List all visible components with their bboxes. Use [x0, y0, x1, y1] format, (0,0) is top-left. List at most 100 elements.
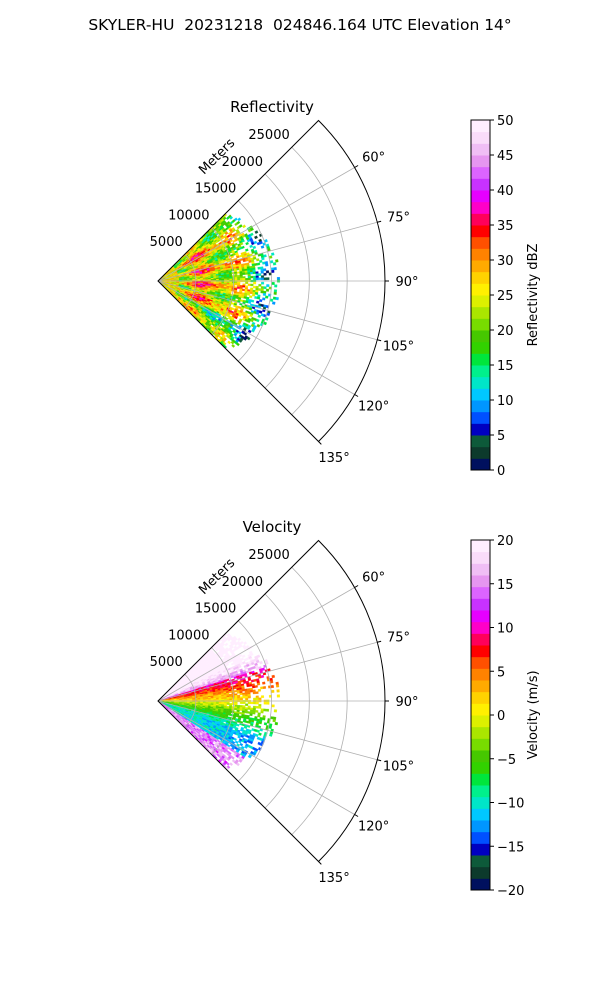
data-gate	[243, 641, 248, 645]
data-gate	[252, 705, 257, 709]
data-gate	[245, 241, 249, 246]
data-gate	[224, 278, 228, 281]
data-gate	[247, 690, 251, 693]
data-gate	[246, 319, 251, 324]
data-gate	[245, 281, 249, 284]
data-gate	[234, 701, 238, 704]
data-gate	[275, 684, 280, 688]
data-gate	[263, 277, 267, 281]
colorbar-segment	[471, 388, 490, 401]
polar-frame	[157, 119, 386, 443]
data-gate	[234, 696, 238, 699]
colorbar-segment	[471, 306, 490, 319]
data-gate	[272, 262, 277, 266]
data-gate	[205, 699, 209, 701]
data-gate	[241, 688, 245, 692]
data-gate	[255, 710, 259, 713]
data-gate	[234, 708, 238, 711]
data-gate	[229, 698, 233, 701]
data-gate	[266, 284, 270, 287]
data-gate	[260, 710, 264, 714]
data-gate	[239, 696, 243, 699]
data-gate	[226, 275, 230, 278]
colorbar-segment	[471, 283, 490, 296]
colorbar-tick-label: 0	[497, 464, 505, 479]
data-gate	[237, 278, 241, 281]
data-gate	[234, 281, 238, 284]
data-gate	[255, 695, 259, 699]
data-gate	[263, 708, 267, 712]
data-gate	[236, 691, 240, 694]
colorbar-segment	[471, 201, 490, 214]
azimuth-tick-label: 75°	[387, 211, 410, 226]
data-gate	[270, 716, 274, 720]
data-gate	[258, 288, 262, 291]
data-gate	[236, 286, 241, 289]
data-gate	[259, 259, 263, 263]
azimuth-tick	[354, 165, 359, 168]
data-gate	[213, 279, 217, 281]
data-gate	[257, 688, 261, 692]
data-gate	[247, 678, 252, 681]
data-gate	[256, 323, 261, 328]
data-gate	[242, 701, 246, 704]
data-gate	[226, 278, 230, 281]
data-gate	[228, 223, 233, 228]
range-tick-label: 15000	[195, 182, 236, 197]
data-gate	[276, 689, 280, 693]
data-gate	[233, 690, 238, 693]
data-gate	[254, 292, 259, 295]
data-gate	[247, 329, 252, 334]
colorbar-segment	[471, 411, 490, 424]
data-gate	[234, 698, 238, 701]
data-gate	[239, 708, 243, 711]
data-gate	[247, 283, 251, 287]
data-gate	[263, 701, 267, 705]
data-gate	[276, 694, 280, 698]
colorbar-segment	[471, 376, 490, 389]
data-gate	[255, 697, 259, 701]
data-gate	[242, 276, 246, 279]
data-gate	[241, 245, 245, 249]
colorbar-tick-label: 45	[497, 149, 514, 164]
data-gate	[260, 674, 265, 679]
data-gate	[247, 701, 251, 705]
colorbar-segment	[471, 435, 490, 448]
data-gate	[261, 277, 265, 281]
data-gate	[258, 732, 262, 736]
data-gate	[276, 277, 280, 280]
data-gate	[269, 298, 274, 302]
data-gate	[242, 288, 246, 292]
data-gate	[250, 299, 255, 303]
data-gate	[238, 711, 243, 715]
colorbar-segment	[471, 260, 490, 273]
data-gate	[262, 261, 266, 265]
data-gate	[255, 691, 259, 694]
colorbar-segment	[471, 236, 490, 249]
azimuth-tick-label: 60°	[362, 151, 385, 166]
data-gate	[239, 242, 244, 246]
data-gate	[241, 239, 245, 243]
data-gate	[243, 296, 247, 299]
data-gate	[235, 342, 240, 347]
colorbar-segment	[471, 225, 490, 238]
data-gate	[262, 293, 267, 296]
data-gate	[272, 719, 276, 723]
data-gate	[238, 339, 243, 343]
data-gate	[273, 291, 277, 295]
colorbar-tick-label: 15	[497, 359, 514, 374]
azimuth-spoke	[157, 221, 378, 282]
colorbar-segment	[471, 178, 490, 191]
data-gate	[266, 701, 270, 705]
data-gate	[256, 682, 261, 686]
data-gate	[274, 721, 279, 726]
azimuth-tick-label: 120°	[358, 400, 389, 415]
colorbar-segment	[471, 365, 490, 378]
data-gate	[227, 713, 232, 716]
polar-panel-reflectivity: Reflectivity60°75°90°105°120°135°5000100…	[150, 98, 541, 479]
colorbar-segment	[471, 353, 490, 366]
data-gate	[253, 281, 257, 285]
data-gate	[255, 271, 259, 274]
data-gate	[237, 696, 241, 699]
data-gate	[239, 276, 243, 279]
